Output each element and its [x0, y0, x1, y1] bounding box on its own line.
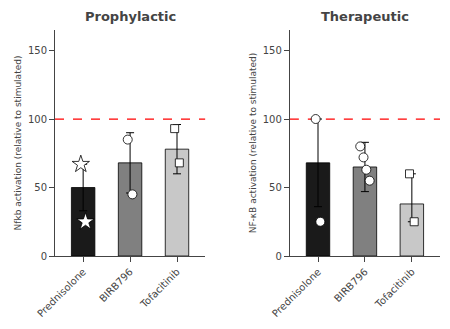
svg-text:0: 0 — [41, 251, 47, 262]
svg-text:0: 0 — [275, 251, 281, 262]
svg-text:50: 50 — [34, 182, 47, 193]
svg-text:Prednisolone: Prednisolone — [270, 266, 323, 319]
svg-text:BIRB796: BIRB796 — [97, 266, 135, 304]
svg-text:BIRB796: BIRB796 — [332, 266, 370, 304]
svg-text:Therapeutic: Therapeutic — [321, 9, 409, 24]
svg-text:Nfkb activation (relative to s: Nfkb activation (relative to stimulated) — [13, 56, 23, 231]
svg-text:100: 100 — [263, 114, 282, 125]
svg-text:100: 100 — [28, 114, 47, 125]
svg-text:Prednisolone: Prednisolone — [35, 266, 88, 319]
svg-text:150: 150 — [28, 45, 47, 56]
svg-text:50: 50 — [269, 182, 282, 193]
svg-text:Tofacitinib: Tofacitinib — [373, 266, 417, 310]
svg-text:Tofacitinib: Tofacitinib — [138, 266, 182, 310]
svg-text:150: 150 — [263, 45, 282, 56]
svg-text:NF-κB activation (relative to: NF-κB activation (relative to stimulated… — [248, 53, 258, 234]
svg-text:Prophylactic: Prophylactic — [85, 9, 176, 24]
